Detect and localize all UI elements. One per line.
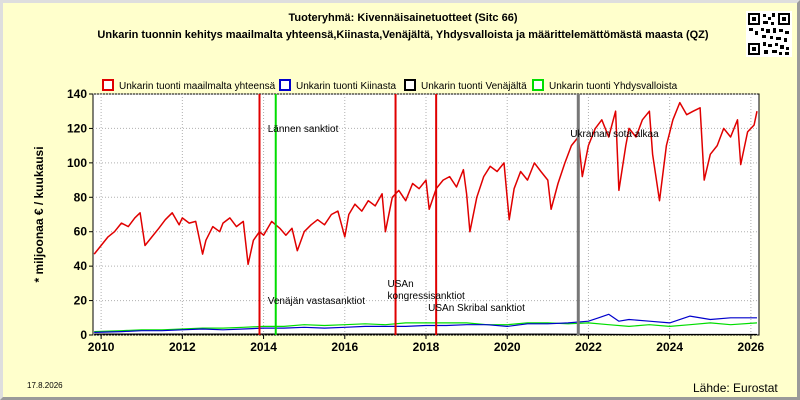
x-tick-label: 2022 [575, 340, 602, 354]
x-tick-label: 2014 [250, 340, 277, 354]
legend-swatch-3 [404, 79, 416, 91]
y-tick-label: 100 [67, 156, 87, 170]
x-tick-label: 2018 [413, 340, 440, 354]
annotations: Lännen sanktiot Venäjän vastasanktiot USAn… [258, 94, 659, 335]
line-chart: Unkarin tuonti maailmalta yhteensä Unkari… [32, 79, 765, 354]
y-tick-label: 0 [80, 328, 87, 342]
x-tick-label: 2024 [656, 340, 683, 354]
legend-swatch-1 [102, 79, 114, 91]
series-group [93, 101, 758, 336]
y-axis: 0 20 40 60 80 100 120 140 [67, 87, 93, 342]
x-tick-label: 2020 [494, 340, 521, 354]
legend-label-4: Unkarin tuonti Yhdysvalloista [549, 81, 678, 92]
x-tick-label: 2026 [738, 340, 765, 354]
chart-title-line-2: Unkarin tuonnin kehitys maailmalta yhtee… [97, 29, 709, 41]
x-tick-label: 2010 [88, 340, 115, 354]
annotation-label: Ukrainan sota alkaa [570, 129, 659, 140]
x-tick-label: 2016 [331, 340, 358, 354]
series-line-4 [94, 322, 758, 333]
legend-swatch-2 [279, 79, 291, 91]
y-tick-label: 20 [74, 294, 88, 308]
series-line-2 [94, 313, 757, 333]
y-tick-label: 140 [67, 87, 87, 101]
annotation-label: USAn [388, 279, 414, 290]
annotation-label: Lännen sanktiot [268, 124, 339, 135]
legend-swatch-4 [532, 79, 544, 91]
y-axis-label: * miljoonaa € / kuukausi [32, 146, 46, 282]
series-line-1 [93, 101, 758, 266]
qr-code-icon [746, 11, 792, 57]
date-label: 17.8.2026 [27, 381, 63, 390]
annotation-label: Venäjän vastasanktiot [268, 296, 366, 307]
legend: Unkarin tuonti maailmalta yhteensä Unkari… [102, 79, 678, 92]
chart-title-line-1: Tuoteryhmä: Kivennäisainetuotteet (Sitc … [288, 12, 518, 24]
annotation-label: USAn Skribal sanktiot [428, 303, 525, 314]
source-label: Lähde: Eurostat [693, 381, 778, 395]
x-tick-label: 2012 [169, 340, 196, 354]
x-axis: 2010 2012 2014 2016 2018 2020 2022 2024 2026 [88, 335, 765, 354]
legend-label-3: Unkarin tuonti Venäjältä [421, 81, 527, 92]
legend-label-1: Unkarin tuonti maailmalta yhteensä [119, 81, 276, 92]
annotation-label: kongressisanktiot [388, 291, 465, 302]
y-tick-label: 40 [74, 259, 88, 273]
y-tick-label: 80 [74, 190, 88, 204]
legend-label-2: Unkarin tuonti Kiinasta [296, 81, 396, 92]
y-tick-label: 60 [74, 225, 88, 239]
y-tick-label: 120 [67, 121, 87, 135]
